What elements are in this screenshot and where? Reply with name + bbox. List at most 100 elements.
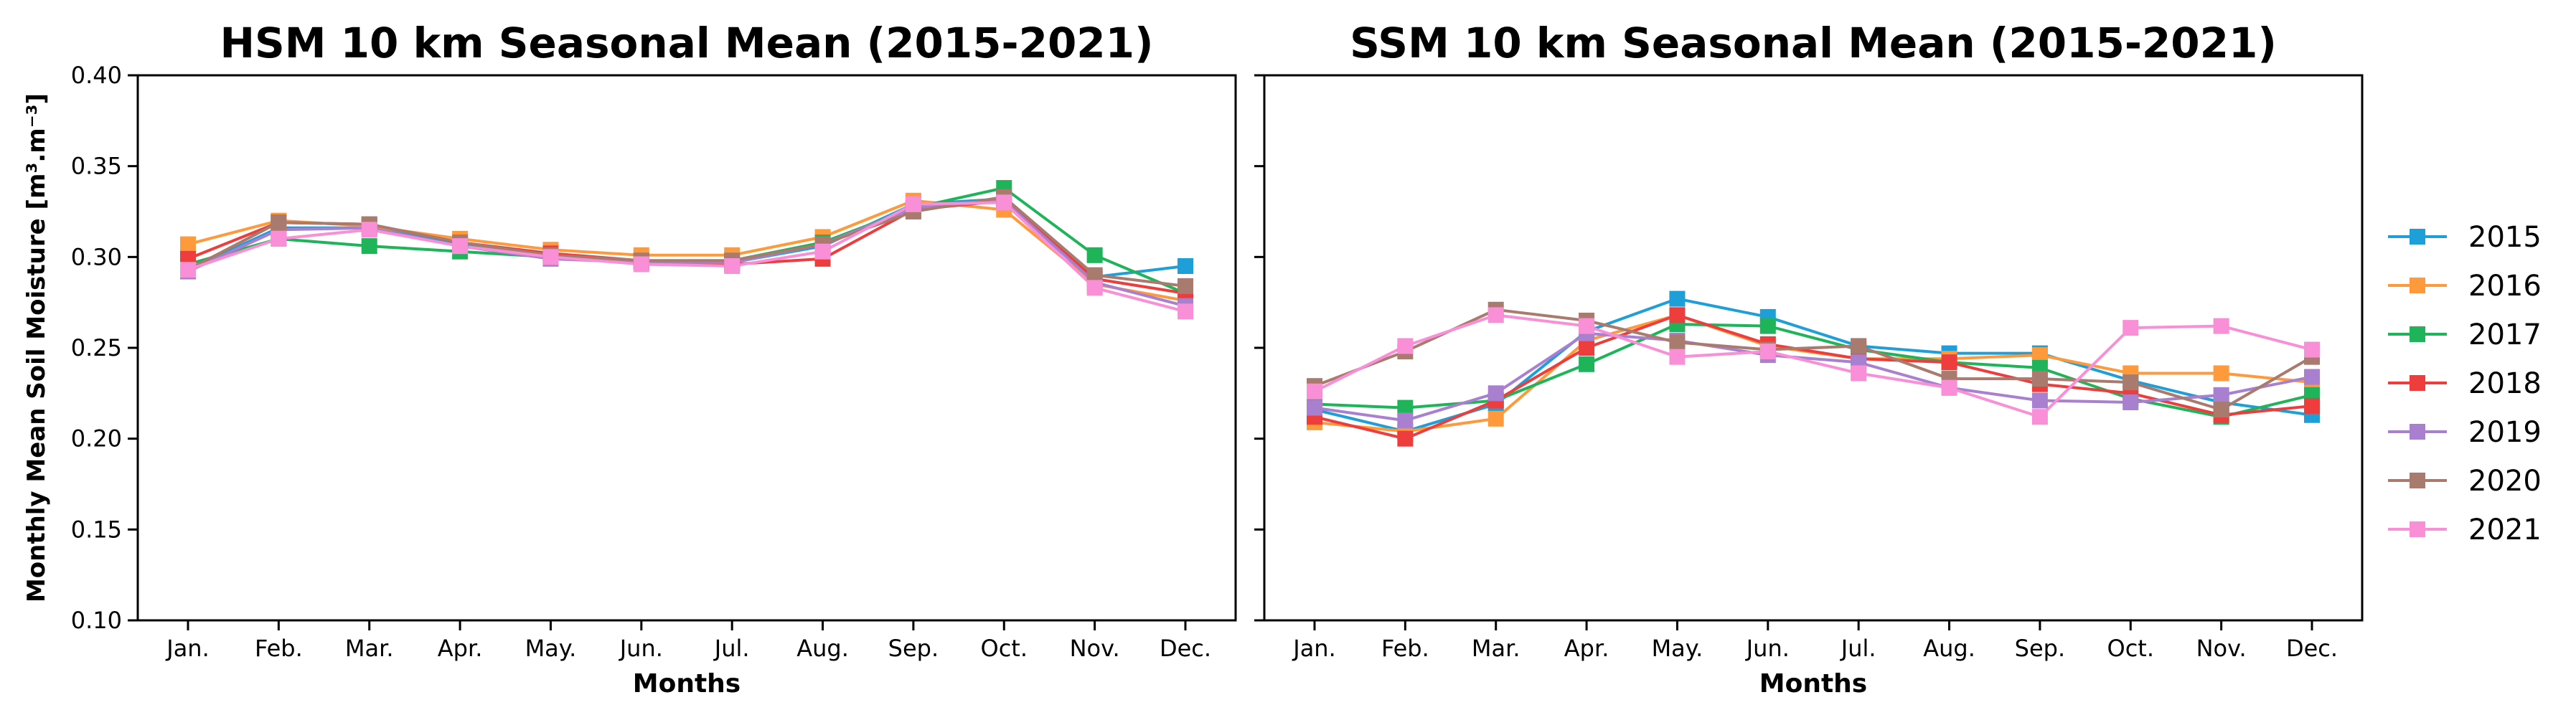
hsm-xtick-label: Jun. (619, 635, 663, 662)
hsm-ytick-label: 0.10 (71, 607, 122, 634)
ssm-series-markers (1307, 290, 2320, 447)
hsm-line-2020 (187, 195, 1186, 288)
hsm-plot-frame (136, 74, 1237, 622)
ssm-point-2015 (1669, 290, 1686, 307)
hsm-ytick-label: 0.40 (71, 62, 122, 89)
ssm-xtick-label: Jan. (1292, 635, 1336, 662)
legend-marker-2018 (2410, 375, 2425, 391)
ssm-point-2018 (1941, 354, 1957, 371)
legend-label-2020: 2020 (2468, 465, 2542, 498)
hsm-ytick-label: 0.20 (71, 425, 122, 453)
y-axis-label: Monthly Mean Soil Moisture [m³.m⁻³] (22, 93, 51, 602)
hsm-point-2021 (452, 238, 469, 255)
ssm-point-2020 (2031, 371, 2048, 387)
ssm-point-2019 (1487, 385, 1504, 402)
ssm-xtick-label: Apr. (1564, 635, 1609, 662)
legend-entry-2017: 2017 (2388, 318, 2542, 351)
ssm-point-2021 (1759, 344, 1776, 360)
hsm-panel: HSM 10 km Seasonal Mean (2015-2021) Mont… (22, 19, 1237, 699)
legend-marker-2021 (2410, 521, 2425, 537)
hsm-point-2021 (905, 196, 921, 212)
hsm-ytick-label: 0.35 (71, 153, 122, 180)
ssm-point-2016 (2031, 347, 2048, 364)
hsm-ytick-label: 0.15 (71, 516, 122, 543)
hsm-point-2021 (724, 258, 741, 274)
ssm-point-2021 (1579, 318, 1595, 334)
hsm-ticks: 0.10 0.15 0.20 0.25 0.30 0.35 0.40 Jan. Feb. Mar.… (71, 62, 1211, 662)
ssm-point-2020 (1669, 334, 1686, 351)
ssm-line-2020 (1314, 308, 2313, 412)
legend-label-2021: 2021 (2468, 513, 2542, 546)
ssm-point-2016 (1487, 410, 1504, 427)
legend-label-2016: 2016 (2468, 270, 2542, 303)
hsm-xtick-label: Oct. (981, 635, 1028, 662)
hsm-series-markers (180, 180, 1193, 320)
legend-label-2018: 2018 (2468, 367, 2542, 400)
hsm-xtick-label: Sep. (888, 635, 939, 662)
hsm-point-2020 (271, 214, 287, 231)
ssm-point-2019 (2031, 392, 2048, 409)
ssm-xtick-label: Mar. (1472, 635, 1520, 662)
hsm-xtick-label: May. (525, 635, 577, 662)
legend-marker-2017 (2410, 326, 2425, 342)
ssm-point-2020 (2123, 374, 2139, 391)
ssm-point-2021 (2213, 318, 2229, 334)
hsm-xtick-label: Aug. (796, 635, 849, 662)
ssm-ticks: Jan. Feb. Mar. Apr. May. Jun. Jul. Aug. Sep. Oct.… (1254, 74, 2338, 662)
legend-label-2019: 2019 (2468, 416, 2542, 449)
ssm-point-2021 (1851, 365, 1867, 382)
legend-marker-2020 (2410, 473, 2425, 488)
ssm-point-2019 (2213, 387, 2229, 403)
legend-marker-2019 (2410, 424, 2425, 440)
legend-entry-2021: 2021 (2388, 513, 2542, 546)
hsm-xtick-label: Apr. (438, 635, 483, 662)
ssm-xtick-label: Feb. (1381, 635, 1429, 662)
ssm-line-2018 (1314, 313, 2313, 440)
hsm-series-lines (187, 186, 1186, 313)
ssm-xtick-label: Jul. (1840, 635, 1876, 662)
ssm-point-2016 (2213, 365, 2229, 382)
ssm-point-2020 (2213, 402, 2229, 418)
ssm-point-2021 (1669, 349, 1686, 365)
legend-entry-2016: 2016 (2388, 270, 2542, 303)
hsm-point-2021 (1086, 280, 1103, 296)
ssm-xtick-label: Nov. (2196, 635, 2247, 662)
hsm-point-2021 (996, 194, 1012, 211)
hsm-line-2019 (187, 199, 1186, 308)
ssm-xtick-label: Sep. (2015, 635, 2065, 662)
ssm-xtick-label: Jun. (1745, 635, 1790, 662)
hsm-point-2020 (1086, 267, 1103, 283)
hsm-ytick-label: 0.25 (71, 334, 122, 361)
ssm-point-2018 (2304, 398, 2320, 415)
ssm-point-2021 (2123, 320, 2139, 336)
ssm-point-2019 (2304, 369, 2320, 385)
ssm-point-2017 (1397, 399, 1414, 416)
ssm-xtick-label: Oct. (2107, 635, 2155, 662)
ssm-point-2019 (2123, 394, 2139, 410)
ssm-point-2018 (1397, 430, 1414, 447)
hsm-line-2018 (187, 199, 1186, 295)
legend: 2015 2016 2017 2018 2019 2020 2021 (2388, 221, 2542, 546)
hsm-xtick-label: Dec. (1160, 635, 1211, 662)
hsm-chart-title: HSM 10 km Seasonal Mean (2015-2021) (220, 19, 1153, 67)
ssm-point-2019 (1307, 399, 1322, 416)
hsm-point-2015 (1177, 258, 1193, 274)
hsm-xtick-label: Mar. (345, 635, 394, 662)
ssm-point-2021 (1307, 383, 1322, 399)
hsm-xtick-label: Jul. (713, 635, 750, 662)
ssm-point-2021 (1397, 338, 1414, 354)
ssm-point-2017 (1759, 318, 1776, 334)
ssm-x-axis-label: Months (1759, 669, 1867, 699)
ssm-point-2017 (1579, 356, 1595, 372)
ssm-point-2021 (1941, 379, 1957, 396)
legend-label-2015: 2015 (2468, 221, 2542, 254)
hsm-x-axis-label: Months (633, 669, 741, 699)
ssm-point-2021 (1487, 307, 1504, 323)
hsm-point-2021 (542, 249, 559, 265)
legend-label-2017: 2017 (2468, 318, 2542, 351)
ssm-point-2021 (2304, 341, 2320, 358)
hsm-xtick-label: Feb. (255, 635, 303, 662)
hsm-point-2021 (814, 243, 831, 260)
ssm-xtick-label: May. (1652, 635, 1703, 662)
